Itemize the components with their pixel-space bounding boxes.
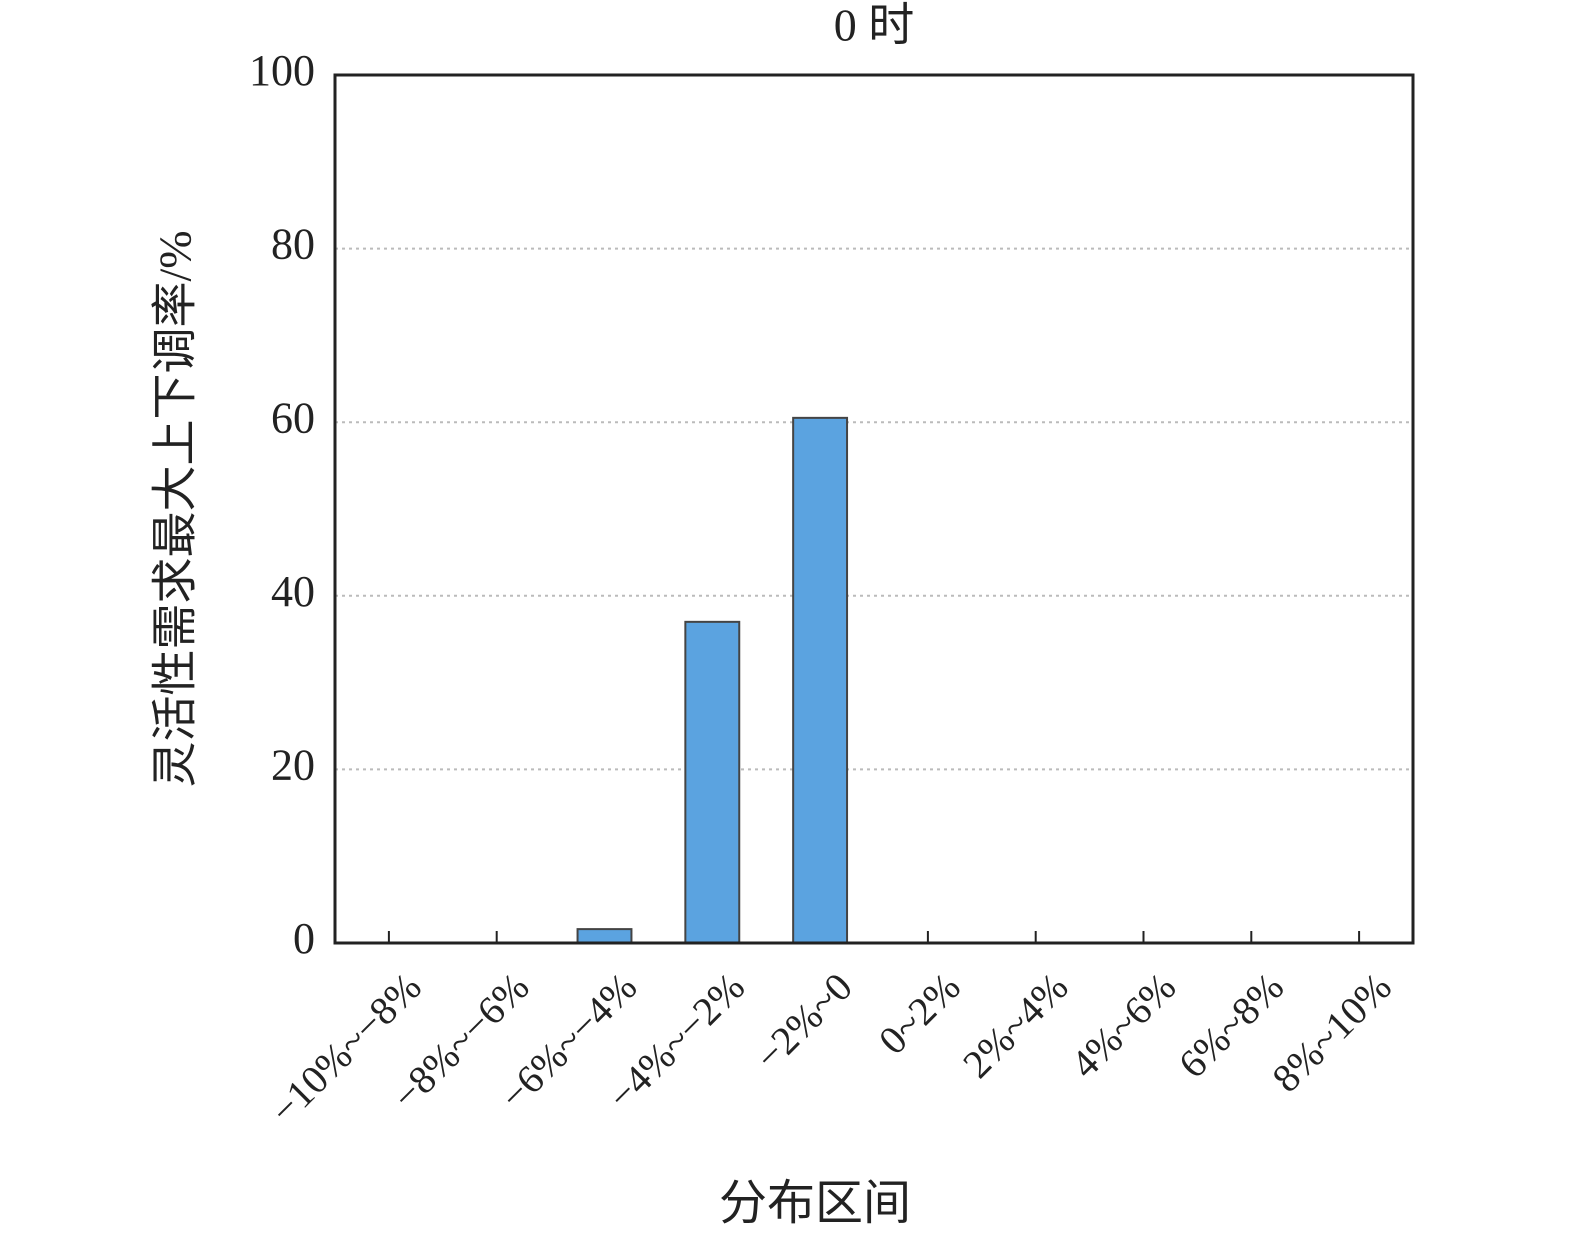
chart-title: 0 时: [834, 0, 915, 51]
y-tick-label: 60: [271, 393, 315, 442]
x-tick-label: 2%~4%: [954, 964, 1077, 1087]
bar: [684, 620, 741, 945]
y-axis-label: 灵活性需求最大上下调率/%: [150, 230, 201, 787]
y-tick-label: 80: [271, 220, 315, 269]
x-tick-label: −2%~0: [746, 964, 861, 1079]
x-axis-label: 分布区间: [719, 1177, 911, 1230]
x-tick-label: 4%~6%: [1062, 964, 1185, 1087]
plot-frame: [333, 73, 1415, 945]
y-tick-label: 100: [249, 46, 315, 95]
bar: [576, 928, 633, 944]
y-tick-label: 20: [271, 740, 315, 789]
y-tick-label: 40: [271, 567, 315, 616]
bar: [792, 416, 849, 944]
y-tick-label: 0: [293, 914, 315, 963]
x-tick-label: 8%~10%: [1263, 964, 1400, 1101]
x-tick-label: 0~2%: [870, 964, 969, 1063]
